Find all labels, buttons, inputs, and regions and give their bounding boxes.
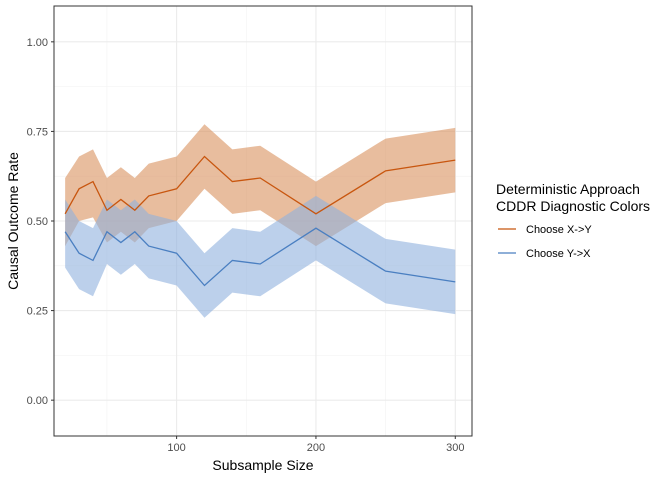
x-axis: 100 200 300 xyxy=(167,436,464,454)
grid-major xyxy=(54,6,472,436)
y-axis: 0.00 0.25 0.50 0.75 1.00 xyxy=(27,37,54,407)
y-axis-title: Causal Outcome Rate xyxy=(5,152,21,290)
ribbons xyxy=(65,124,456,318)
y-tick-label: 0.25 xyxy=(27,306,48,318)
line-series-2 xyxy=(64,227,456,287)
legend-title-line-1: Deterministic Approach xyxy=(496,181,640,197)
legend: Deterministic Approach CDDR Diagnostic C… xyxy=(496,181,650,260)
series-lines xyxy=(64,155,456,287)
x-tick-label: 100 xyxy=(167,442,185,454)
legend-label-1: Choose X->Y xyxy=(526,224,592,236)
x-axis-title: Subsample Size xyxy=(212,457,313,473)
line-series-1 xyxy=(64,155,456,215)
legend-items: Choose X->Y Choose Y->X xyxy=(498,224,592,260)
ribbon-series-2 xyxy=(65,195,456,318)
legend-title-line-2: CDDR Diagnostic Colors xyxy=(496,198,650,214)
x-tick-label: 300 xyxy=(446,442,464,454)
y-tick-label: 0.75 xyxy=(27,126,48,138)
y-tick-label: 0.50 xyxy=(27,216,48,228)
ribbon-series-1 xyxy=(65,124,456,247)
y-tick-label: 0.00 xyxy=(27,395,48,407)
legend-label-2: Choose Y->X xyxy=(526,248,591,260)
y-tick-label: 1.00 xyxy=(27,37,48,49)
x-tick-label: 200 xyxy=(307,442,325,454)
